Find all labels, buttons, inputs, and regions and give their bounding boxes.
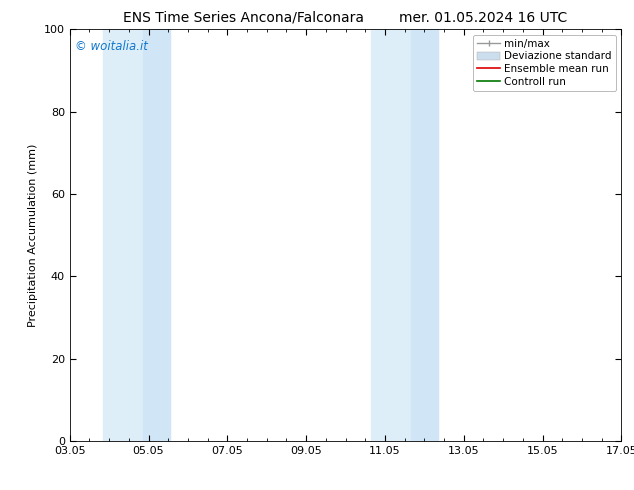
- Y-axis label: Precipitation Accumulation (mm): Precipitation Accumulation (mm): [29, 144, 38, 327]
- Title: ENS Time Series Ancona/Falconara        mer. 01.05.2024 16 UTC: ENS Time Series Ancona/Falconara mer. 01…: [124, 10, 567, 24]
- Bar: [143, 29, 170, 441]
- Bar: [411, 29, 438, 441]
- Bar: [371, 29, 411, 441]
- Bar: [103, 29, 143, 441]
- Legend: min/max, Deviazione standard, Ensemble mean run, Controll run: min/max, Deviazione standard, Ensemble m…: [473, 35, 616, 91]
- Text: © woitalia.it: © woitalia.it: [75, 40, 148, 53]
